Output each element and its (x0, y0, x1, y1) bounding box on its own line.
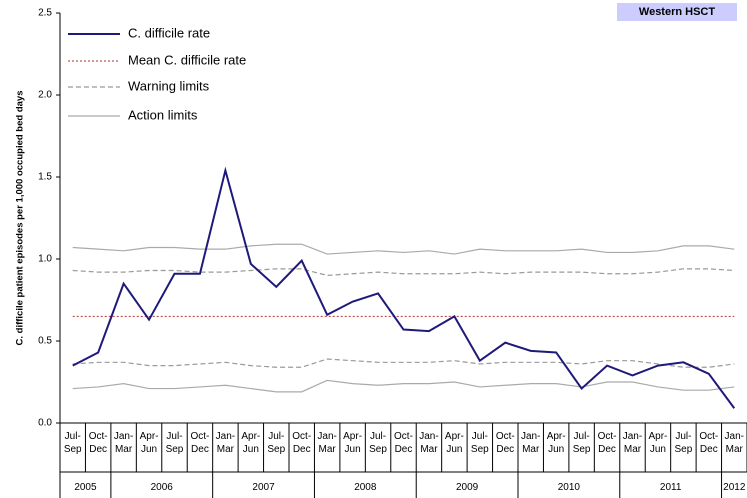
action-upper (72, 243, 735, 255)
x-tick-label: Jul-Sep (674, 431, 693, 455)
x-tick-label: Jul-Sep (63, 431, 82, 455)
x-tick-label: Jul-Sep (267, 431, 286, 455)
warning-lower (72, 358, 735, 368)
y-tick-label: 2.0 (38, 90, 52, 101)
x-tick-label: Apr-Jun (444, 431, 464, 455)
year-label: 2008 (354, 482, 377, 493)
x-tick-label: Jan-Mar (419, 431, 439, 455)
y-axis-label: C. difficile patient episodes per 1,000 … (15, 91, 26, 346)
year-label: 2005 (74, 482, 97, 493)
legend-label: C. difficile rate (128, 25, 210, 40)
y-tick-label: 0.0 (38, 418, 52, 429)
x-tick-label: Jan-Mar (317, 431, 337, 455)
x-tick-label: Apr-Jun (546, 431, 566, 455)
x-tick-label: Apr-Jun (139, 431, 159, 455)
action-lower (72, 379, 735, 393)
x-tick-label: Jan-Mar (113, 431, 134, 455)
legend-label: Warning limits (128, 78, 210, 93)
rate-line (72, 166, 736, 409)
x-tick-label: Oct-Dec (88, 431, 108, 455)
y-tick-label: 0.5 (38, 336, 52, 347)
year-label: 2011 (659, 482, 682, 493)
x-tick-label: Jul-Sep (572, 431, 591, 455)
x-tick-label: Oct-Dec (699, 431, 719, 455)
x-tick-label: Apr-Jun (343, 431, 363, 455)
y-tick-label: 1.5 (38, 172, 52, 183)
x-tick-label: Oct-Dec (495, 431, 515, 455)
y-tick-label: 2.5 (38, 8, 52, 19)
x-tick-label: Jan-Mar (520, 431, 541, 455)
warning-upper (72, 268, 735, 277)
year-label: 2010 (557, 482, 580, 493)
x-tick-label: Jul-Sep (470, 431, 489, 455)
x-tick-label: Jan-Mar (215, 431, 236, 455)
x-tick-label: Jan-Mar (622, 431, 643, 455)
x-tick-label: Jul-Sep (165, 431, 184, 455)
year-label: 2006 (150, 482, 173, 493)
x-tick-label: Oct-Dec (597, 431, 617, 455)
y-tick-label: 1.0 (38, 254, 52, 265)
legend-label: Mean C. difficile rate (128, 52, 246, 67)
x-tick-label: Oct-Dec (292, 431, 312, 455)
chart-title: Western HSCT (639, 6, 715, 18)
x-tick-label: Jul-Sep (369, 431, 387, 455)
x-tick-label: Oct-Dec (190, 431, 210, 455)
x-tick-label: Jan-Mar (724, 431, 744, 455)
year-label: 2007 (252, 482, 275, 493)
year-label: 2012 (723, 482, 746, 493)
title-box (617, 3, 737, 21)
year-label: 2009 (455, 482, 479, 493)
x-tick-label: Apr-Jun (648, 431, 668, 455)
x-tick-label: Apr-Jun (241, 431, 261, 455)
x-tick-label: Oct-Dec (394, 431, 413, 455)
legend-label: Action limits (128, 107, 198, 122)
